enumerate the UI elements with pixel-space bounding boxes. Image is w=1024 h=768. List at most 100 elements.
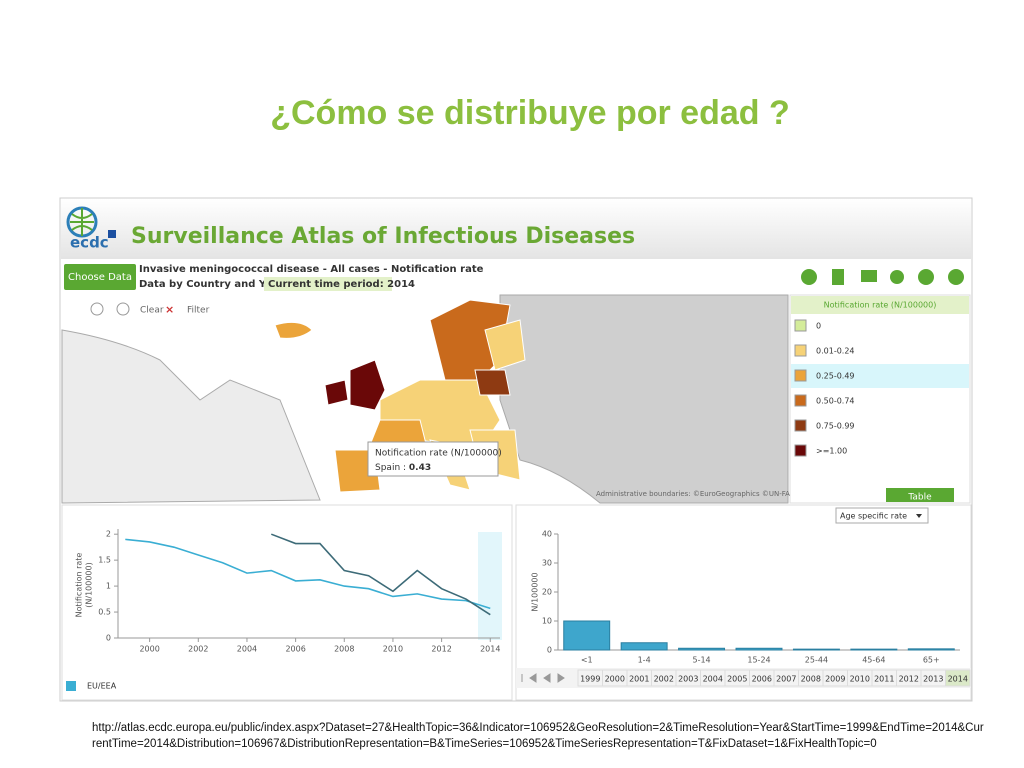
info-icon[interactable] bbox=[801, 269, 817, 285]
eu-flag bbox=[108, 230, 116, 238]
choose-data-label[interactable]: Choose Data bbox=[68, 272, 132, 283]
y-tick-label: 40 bbox=[542, 530, 552, 539]
legend-item: 0.75-0.99 bbox=[816, 422, 855, 431]
land-west bbox=[61, 329, 321, 504]
slide: ¿Cómo se distribuye por edad ? ecdc Surv… bbox=[59, 94, 973, 702]
legend-label: EU/EEA bbox=[87, 682, 117, 691]
timeline-year-label: 2002 bbox=[654, 675, 674, 684]
y-tick-label: 2 bbox=[106, 530, 111, 539]
table-button[interactable] bbox=[886, 488, 954, 502]
x-tick-label: 65+ bbox=[923, 656, 940, 665]
dropdown[interactable] bbox=[835, 507, 929, 524]
map-land bbox=[61, 294, 789, 504]
legend-color bbox=[794, 394, 807, 407]
x-tick-label: 15-24 bbox=[747, 656, 770, 665]
dropdown-label[interactable]: Age specific rate bbox=[840, 512, 907, 521]
clear-x: × bbox=[165, 303, 174, 316]
land-russia bbox=[499, 294, 789, 504]
y-tick-label: 10 bbox=[542, 617, 552, 626]
y-tick-label: 0 bbox=[106, 634, 111, 643]
timeline-year-label: 2014 bbox=[948, 675, 968, 684]
legend-color bbox=[794, 319, 807, 332]
timeline-year-label: 2005 bbox=[727, 675, 747, 684]
timeline-year-selected[interactable] bbox=[945, 669, 971, 687]
bar bbox=[850, 648, 898, 651]
bar bbox=[735, 647, 783, 651]
logo-lines bbox=[70, 208, 94, 236]
legend-color bbox=[794, 369, 807, 382]
legend-highlight bbox=[791, 364, 969, 388]
zoom-in[interactable] bbox=[116, 302, 130, 316]
bar bbox=[563, 620, 611, 651]
tooltip-value: 0.43 bbox=[409, 463, 431, 473]
period-highlight bbox=[264, 277, 392, 291]
table-button-label[interactable]: Table bbox=[907, 493, 932, 503]
legend-color bbox=[794, 444, 807, 457]
timeline-year-label: 2009 bbox=[825, 675, 845, 684]
y-axis-label: Notification rate bbox=[75, 553, 84, 618]
x-tick-label: 2006 bbox=[285, 645, 305, 654]
legend-color bbox=[794, 419, 807, 432]
y-tick-label: 20 bbox=[542, 588, 552, 597]
x-tick-label: 2010 bbox=[383, 645, 403, 654]
y-tick-label: 30 bbox=[542, 559, 552, 568]
y-axis-label: (N/100000) bbox=[85, 562, 94, 607]
x-tick-label: 2002 bbox=[188, 645, 208, 654]
bar bbox=[620, 642, 668, 651]
y-tick-label: 0 bbox=[547, 646, 552, 655]
map-tools bbox=[62, 296, 228, 324]
zoom-out[interactable] bbox=[90, 302, 104, 316]
choose-data-button[interactable] bbox=[64, 264, 136, 290]
x-tick-label: 5-14 bbox=[692, 656, 710, 665]
attribution: Administrative boundaries: ©EuroGeograph… bbox=[596, 490, 796, 498]
y-tick-label: 1.5 bbox=[98, 556, 111, 565]
filter-button[interactable]: Filter bbox=[187, 306, 210, 316]
ireland bbox=[324, 379, 349, 406]
x-tick-label: <1 bbox=[581, 656, 593, 665]
help-icon[interactable] bbox=[918, 269, 934, 285]
logo-text: ecdc bbox=[70, 234, 109, 252]
timeline-year-label: 2006 bbox=[752, 675, 772, 684]
legend-item: 0.01-0.24 bbox=[816, 347, 855, 356]
tooltip-country: Spain : bbox=[375, 463, 406, 473]
subtitle-2: Data by Country and Year. bbox=[139, 279, 286, 290]
timeline-year-label: 1999 bbox=[580, 675, 600, 684]
timeline-year-label: 2011 bbox=[874, 675, 894, 684]
iceland bbox=[274, 321, 313, 339]
y-axis-label: N/100000 bbox=[531, 572, 540, 611]
toolbar-icons bbox=[801, 269, 964, 285]
timeline-year-label: 2010 bbox=[850, 675, 870, 684]
subtitle-1: Invasive meningococcal disease - All cas… bbox=[139, 264, 484, 275]
tooltip-text: Spain : 0.43 bbox=[375, 463, 431, 473]
lithuania bbox=[474, 369, 511, 396]
y-tick-label: 1 bbox=[106, 582, 111, 591]
slide-title: ¿Cómo se distribuye por edad ? bbox=[270, 94, 790, 132]
app-title: Surveillance Atlas of Infectious Disease… bbox=[131, 224, 635, 249]
share-icon[interactable] bbox=[890, 270, 904, 284]
timeline-year-label: 2001 bbox=[629, 675, 649, 684]
dropdown-arrow bbox=[916, 514, 922, 518]
tooltip bbox=[367, 441, 499, 477]
download-icon[interactable] bbox=[832, 269, 844, 285]
clear-button[interactable]: Clear bbox=[140, 306, 164, 316]
current-year-band bbox=[478, 532, 502, 640]
alert-icon[interactable] bbox=[948, 269, 964, 285]
timeline-year-label: 2012 bbox=[899, 675, 919, 684]
header bbox=[61, 199, 971, 259]
timeline-year-label: 2013 bbox=[923, 675, 943, 684]
bar-panel bbox=[515, 504, 972, 701]
legend: 0 0.01-0.24 0.25-0.49 0.50-0.74 0.75-0.99 >=1… bbox=[791, 319, 969, 457]
line bbox=[125, 538, 491, 610]
legend-color bbox=[794, 344, 807, 357]
legend-item: >=1.00 bbox=[816, 447, 847, 456]
comment-icon[interactable] bbox=[861, 270, 877, 282]
legend-title: Notification rate (N/100000) bbox=[824, 301, 937, 310]
line-panel bbox=[61, 504, 513, 701]
finland bbox=[484, 319, 526, 371]
url: http://atlas.ecdc.europa.eu/public/index… bbox=[92, 722, 984, 750]
x-tick-label: 2014 bbox=[480, 645, 500, 654]
current-period: Current time period: 2014 bbox=[268, 279, 415, 290]
y-tick-label: 0.5 bbox=[98, 608, 111, 617]
